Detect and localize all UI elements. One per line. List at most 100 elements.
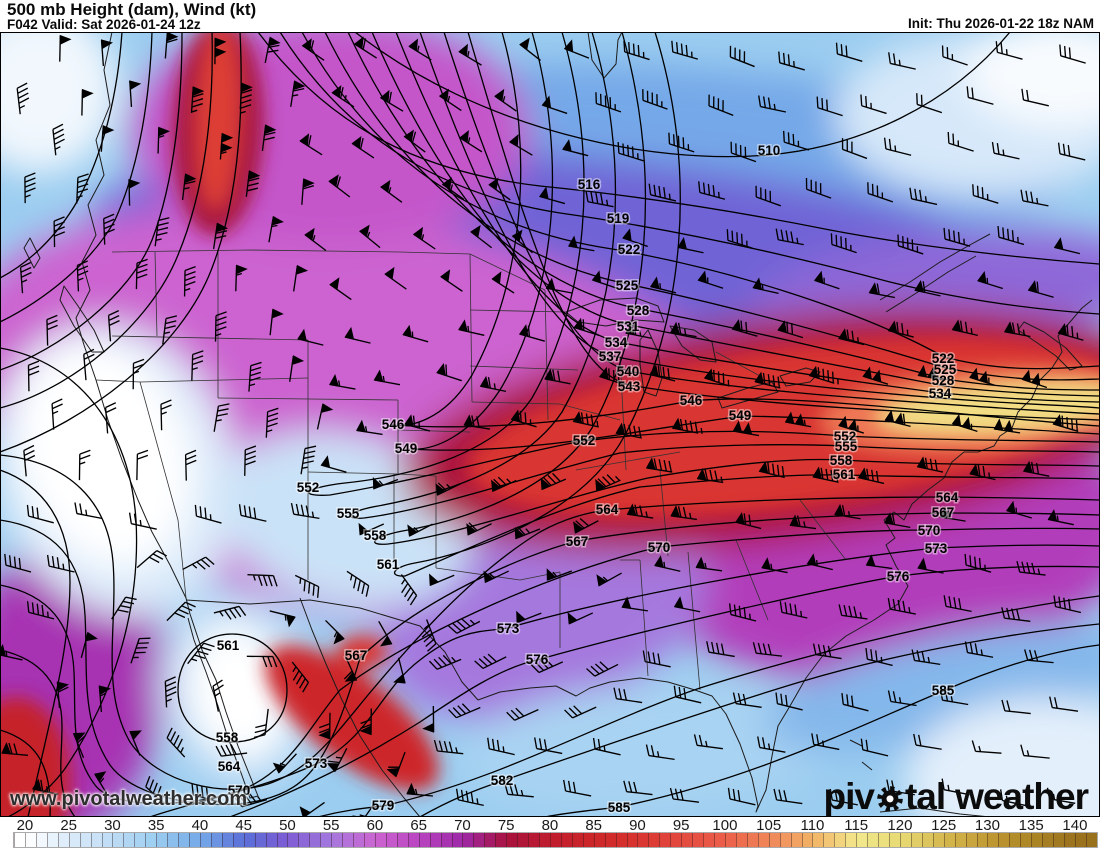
colorbar-step: [812, 833, 824, 847]
colorbar-step: [801, 833, 813, 847]
wind-barb: [728, 603, 757, 622]
colorbar-tick: 130: [974, 817, 1000, 834]
colorbar-step: [724, 833, 736, 847]
colorbar-step: [145, 833, 157, 847]
colorbar-step: [506, 833, 518, 847]
colorbar-step: [46, 833, 58, 847]
map-canvas[interactable]: 5105165195225255285315345375405435465495…: [0, 32, 1100, 817]
wind-barb: [1027, 280, 1054, 298]
wind-barb: [752, 277, 779, 295]
colorbar-tick-labels: 20 25 30 35 40 45 50 55 60 65 70 75 80 85 90 95 100 105 11…: [0, 817, 1100, 834]
wind-barb: [773, 788, 803, 805]
wind-barb: [917, 557, 944, 574]
wind-barb: [103, 213, 115, 245]
wind-barb: [572, 411, 599, 428]
colorbar-step: [199, 833, 211, 847]
wind-barb: [183, 266, 196, 297]
wind-barb: [94, 771, 109, 797]
wind-barb: [752, 642, 783, 657]
geography-outlines: [23, 32, 1093, 817]
wind-barb: [615, 422, 642, 439]
wind-barb: [436, 362, 462, 382]
wind-barb: [860, 738, 889, 757]
wind-barb: [1003, 321, 1031, 338]
wind-barb: [212, 679, 224, 712]
contour-label: 585: [608, 800, 631, 815]
wind-barb: [838, 604, 868, 620]
wind-barb: [386, 751, 406, 778]
wind-barb: [27, 360, 40, 392]
colorbar-step: [353, 833, 364, 847]
wind-barb: [941, 778, 970, 796]
colorbar-tick: 40: [191, 817, 209, 834]
colorbar-step: [845, 833, 857, 847]
wind-barb: [782, 130, 810, 151]
colorbar-step: [243, 833, 255, 847]
wind-barb: [1021, 369, 1048, 389]
colorbar-step: [473, 833, 485, 847]
colorbar-step: [681, 833, 693, 847]
wind-barb: [268, 215, 284, 243]
wind-barb: [157, 126, 171, 154]
wind-barb: [448, 703, 481, 719]
wind-barb: [447, 618, 481, 634]
colorbar-step: [451, 833, 463, 847]
colorbar-tick: 50: [279, 817, 296, 834]
wind-barb: [867, 182, 894, 203]
wind-barb: [76, 173, 89, 204]
wind-barb: [400, 574, 418, 606]
wind-barb: [428, 654, 462, 670]
wind-barb: [164, 676, 177, 708]
contour-label: 525: [934, 362, 957, 377]
wind-barb: [459, 130, 483, 153]
wind-barb: [544, 368, 571, 385]
colorbar-step: [943, 833, 955, 847]
wind-speed-colorbar: 20 25 30 35 40 45 50 55 60 65 70 75 80 85 90 95 100 105 11…: [0, 817, 1100, 850]
wind-barb: [865, 554, 893, 570]
wind-barb: [329, 373, 356, 390]
wind-barb: [304, 227, 327, 252]
wind-barb: [72, 732, 87, 758]
contour-label: 552: [834, 429, 857, 444]
wind-barb: [977, 270, 1003, 290]
colorbar-step: [440, 833, 452, 847]
wind-barb: [534, 737, 563, 755]
wind-barb: [344, 326, 371, 344]
map-header: 500 mb Height (dam), Wind (kt) F042 Vali…: [0, 0, 1100, 32]
wind-barb: [128, 512, 157, 530]
wind-barb: [353, 36, 377, 59]
contour-label: 576: [526, 652, 549, 667]
wind-barb: [592, 737, 621, 756]
wind-barb: [703, 368, 730, 387]
wind-barb: [755, 185, 781, 207]
wind-barb: [16, 82, 30, 115]
wind-barb: [1057, 142, 1086, 161]
colorbar-step: [626, 833, 638, 847]
colorbar-step: [539, 833, 550, 847]
wind-barb: [24, 172, 36, 204]
contour-label: 534: [605, 335, 628, 350]
wind-barb: [540, 472, 567, 491]
wind-barb: [841, 138, 868, 160]
wind-barb: [947, 131, 974, 152]
weather-map[interactable]: 510 516 519 522 525 528 531 534 537 540 543 546 549 5…: [0, 32, 1100, 817]
wind-barb: [726, 229, 753, 249]
wind-barb: [129, 730, 142, 756]
forecast-valid-label: F042 Valid: Sat 2026-01-24 12z: [7, 17, 201, 32]
wind-barb: [239, 82, 253, 114]
wind-barb: [51, 398, 63, 430]
colorbar-step: [35, 833, 47, 847]
wind-barb: [731, 319, 758, 337]
wind-barb: [696, 467, 724, 484]
colorbar-step: [648, 833, 660, 847]
colorbar-step: [582, 833, 594, 847]
wind-barb: [911, 649, 941, 666]
wind-barb: [128, 178, 141, 206]
colorbar-step: [528, 833, 539, 847]
wind-barb: [623, 780, 653, 796]
wind-barb: [129, 80, 142, 107]
colorbar-step: [1085, 833, 1097, 847]
contour-label: 576: [887, 569, 910, 584]
colorbar-step: [495, 833, 507, 847]
wind-barb: [247, 574, 278, 587]
